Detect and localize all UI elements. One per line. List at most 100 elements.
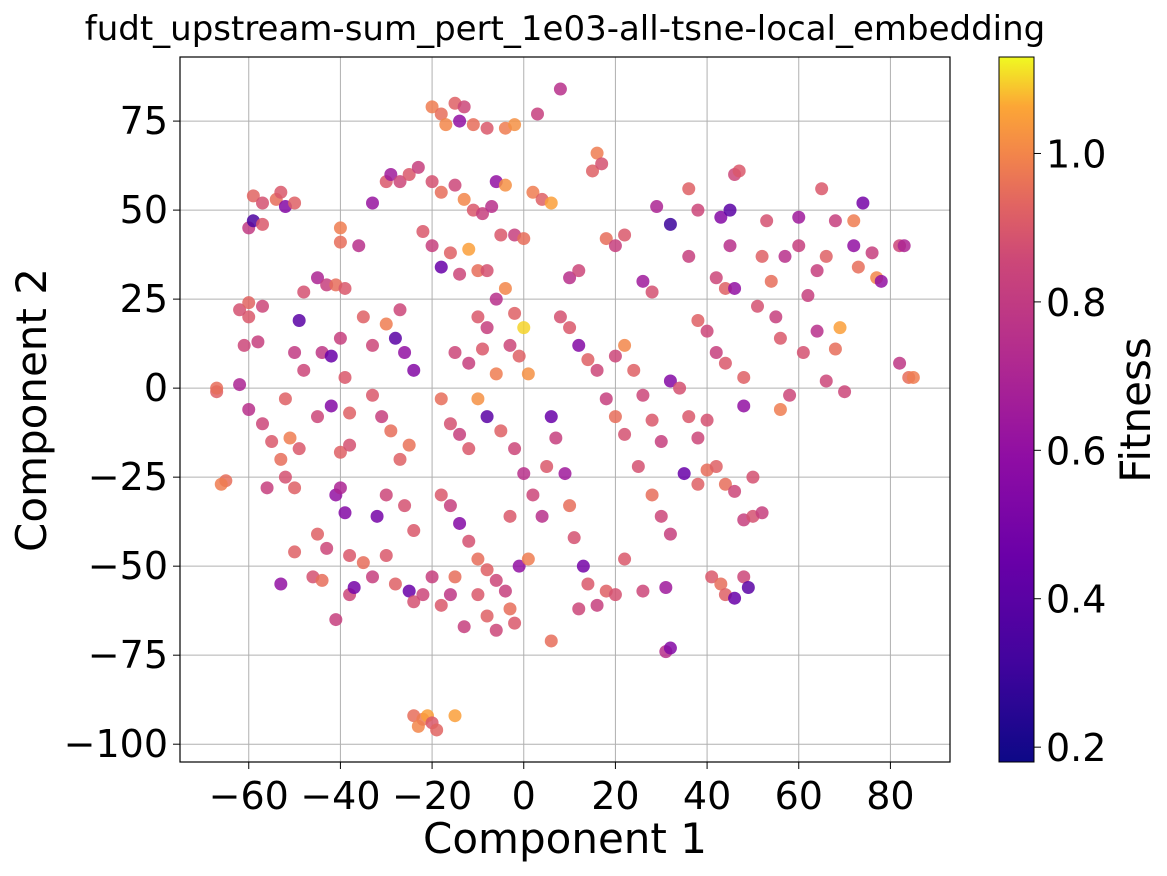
- scatter-point: [512, 559, 526, 573]
- scatter-point: [608, 349, 622, 363]
- scatter-point: [485, 200, 499, 214]
- scatter-point: [343, 406, 357, 420]
- scatter-point: [462, 534, 476, 548]
- scatter-point: [471, 588, 485, 602]
- scatter-point: [691, 477, 705, 491]
- scatter-point: [292, 313, 306, 327]
- scatter-point: [251, 335, 265, 349]
- scatter-point: [563, 271, 577, 285]
- scatter-point: [517, 467, 531, 481]
- scatter-point: [297, 285, 311, 299]
- scatter-point: [462, 242, 476, 256]
- scatter-point: [356, 556, 370, 570]
- scatter-point: [590, 598, 604, 612]
- scatter-point: [595, 157, 609, 171]
- scatter-point: [434, 185, 448, 199]
- x-tick-label: −40: [300, 774, 380, 818]
- scatter-point: [288, 196, 302, 210]
- scatter-point: [828, 342, 842, 356]
- colorbar-tick-layer: 0.2 0.4 0.6 0.8 1.0: [1034, 132, 1106, 770]
- scatter-point: [792, 239, 806, 253]
- scatter-point: [393, 303, 407, 317]
- scatter-point: [379, 548, 393, 562]
- scatter-point: [393, 175, 407, 189]
- scatter-point: [810, 324, 824, 338]
- scatter-point: [508, 442, 522, 456]
- scatter-point: [462, 442, 476, 456]
- chart-title: fudt_upstream-sum_pert_1e03-all-tsne-loc…: [85, 9, 1046, 49]
- scatter-point: [398, 499, 412, 513]
- scatter-point: [494, 424, 508, 438]
- scatter-point: [897, 239, 911, 253]
- scatter-point: [521, 367, 535, 381]
- scatter-point: [581, 577, 595, 591]
- scatter-point: [718, 477, 732, 491]
- scatter-point: [865, 246, 879, 260]
- scatter-point: [700, 413, 714, 427]
- scatter-point: [411, 160, 425, 174]
- scatter-point: [618, 427, 632, 441]
- scatter-point: [265, 435, 279, 449]
- scatter-point: [233, 378, 247, 392]
- scatter-point: [443, 246, 457, 260]
- scatter-point: [503, 338, 517, 352]
- scatter-point: [434, 260, 448, 274]
- scatter-point: [663, 641, 677, 655]
- scatter-point: [691, 313, 705, 327]
- scatter-point: [558, 467, 572, 481]
- scatter-point: [274, 185, 288, 199]
- scatter-point: [801, 289, 815, 303]
- scatter-point: [256, 417, 269, 431]
- scatter-point: [448, 346, 462, 360]
- scatter-point: [760, 214, 774, 228]
- scatter-point: [576, 559, 590, 573]
- x-tick-label: 0: [512, 774, 536, 818]
- scatter-point: [732, 164, 746, 178]
- scatter-point: [819, 249, 833, 263]
- scatter-point: [508, 118, 522, 132]
- scatter-point: [503, 602, 517, 616]
- scatter-point: [618, 338, 632, 352]
- scatter-point: [535, 509, 549, 523]
- scatter-point: [737, 570, 751, 584]
- scatter-point: [489, 573, 503, 587]
- scatter-point: [443, 499, 457, 513]
- scatter-point: [288, 346, 302, 360]
- scatter-point: [728, 281, 742, 295]
- scatter-point: [462, 356, 476, 370]
- scatter-point: [906, 370, 920, 384]
- scatter-point: [663, 374, 677, 388]
- scatter-point: [508, 306, 522, 320]
- scatter-point: [471, 310, 485, 324]
- scatter-point: [425, 239, 439, 253]
- scatter-point: [476, 207, 489, 221]
- scatter-point: [608, 239, 622, 253]
- scatter-point: [434, 107, 448, 121]
- scatter-point: [526, 488, 540, 502]
- scatter-point: [572, 338, 586, 352]
- scatter-point: [709, 346, 723, 360]
- scatter-point: [375, 410, 389, 424]
- colorbar-tick-label: 0.8: [1046, 281, 1106, 325]
- scatter-point: [214, 477, 228, 491]
- scatter-point: [407, 595, 421, 609]
- scatter-point: [393, 452, 407, 466]
- scatter-point: [453, 114, 467, 128]
- scatter-point: [274, 452, 288, 466]
- x-tick-label: −60: [209, 774, 289, 818]
- scatter-point: [448, 178, 462, 192]
- scatter-point: [237, 338, 251, 352]
- scatter-point: [764, 274, 778, 288]
- scatter-point: [471, 264, 485, 278]
- scatter-point: [773, 331, 787, 345]
- x-tick-label: 60: [775, 774, 823, 818]
- scatter-point: [728, 591, 742, 605]
- scatter-point: [691, 203, 705, 217]
- scatter-point: [407, 363, 421, 377]
- scatter-point: [512, 349, 526, 363]
- scatter-point: [567, 531, 581, 545]
- scatter-point: [893, 356, 907, 370]
- scatter-point: [333, 445, 347, 459]
